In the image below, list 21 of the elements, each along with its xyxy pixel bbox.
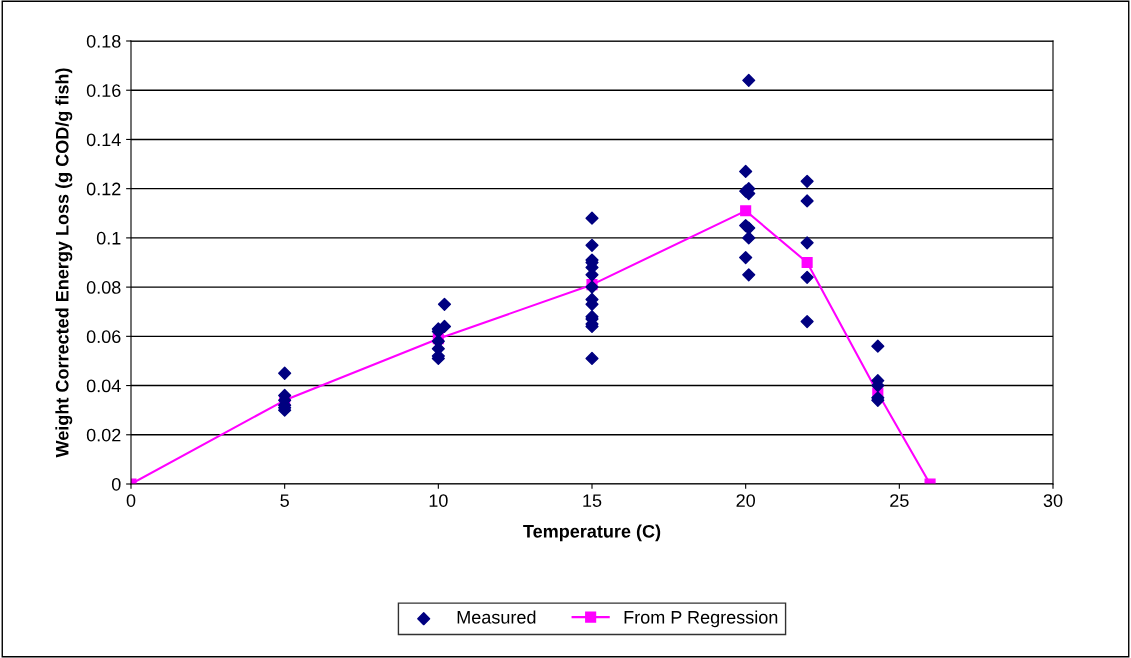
- y-axis-title: Weight Corrected Energy Loss (g COD/g fish): [55, 68, 73, 458]
- y-tick-label: 0.04: [86, 379, 121, 393]
- y-tick-label: 0.1: [96, 231, 121, 245]
- y-tick-label: 0.06: [86, 330, 121, 344]
- y-tick-label: 0.12: [86, 182, 121, 196]
- x-tick-label: 25: [890, 494, 909, 507]
- y-tick-label: 0.16: [86, 84, 121, 97]
- legend-label: Measured: [457, 610, 536, 624]
- x-tick-label: 0: [126, 494, 136, 507]
- x-tick-label: 10: [429, 494, 448, 507]
- y-tick-label: 0: [111, 477, 121, 491]
- x-tick-label: 5: [280, 494, 289, 507]
- x-tick-label: 15: [583, 494, 602, 507]
- legend-label: From P Regression: [624, 610, 778, 628]
- y-tick-label: 0.02: [86, 428, 121, 442]
- x-axis-title: Temperature (C): [523, 524, 661, 542]
- y-tick-label: 0.08: [86, 281, 121, 294]
- y-tick-label: 0.18: [86, 34, 121, 48]
- x-tick-label: 20: [736, 494, 755, 507]
- y-tick-label: 0.14: [86, 133, 121, 147]
- x-tick-label: 30: [1043, 494, 1063, 507]
